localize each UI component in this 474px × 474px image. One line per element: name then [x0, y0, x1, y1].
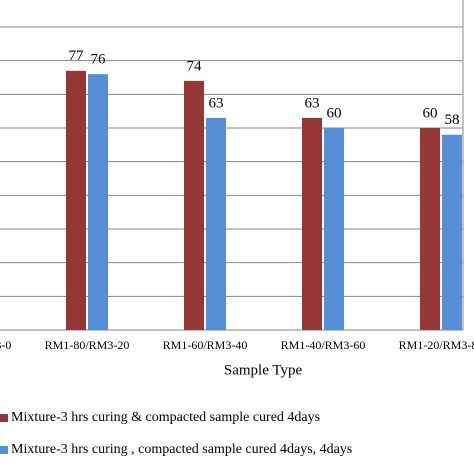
legend-swatch: [0, 414, 8, 422]
legend-label: Mixture-3 hrs curing , compacted sample …: [11, 442, 352, 457]
bar: [206, 117, 226, 331]
bar: [302, 117, 322, 331]
data-label: 60: [327, 105, 342, 121]
x-tick-label: RM1-40/RM3-60: [281, 338, 366, 352]
legend-swatch: [0, 446, 8, 454]
data-label: 63: [305, 95, 320, 111]
data-label: 63: [209, 95, 224, 111]
data-label: 74: [187, 58, 203, 74]
bar: [442, 134, 462, 330]
data-label: 76: [91, 52, 107, 68]
x-tick-label: RM1-20/RM3-80: [399, 338, 474, 352]
x-axis-title: Sample Type: [224, 362, 303, 378]
bar: [66, 70, 86, 331]
data-label: 58: [445, 112, 460, 128]
legend-label: Mixture-3 hrs curing & compacted sample …: [11, 410, 320, 425]
x-tick-label: RM1-100/RM3-0: [0, 338, 11, 352]
bar: [420, 128, 440, 330]
bar: [184, 80, 204, 330]
bar: [88, 74, 108, 330]
x-tick-label: RM1-60/RM3-40: [163, 338, 248, 352]
bar: [324, 128, 344, 330]
x-tick-label: RM1-80/RM3-20: [45, 338, 130, 352]
data-label: 60: [423, 105, 438, 121]
data-label: 77: [69, 48, 85, 64]
